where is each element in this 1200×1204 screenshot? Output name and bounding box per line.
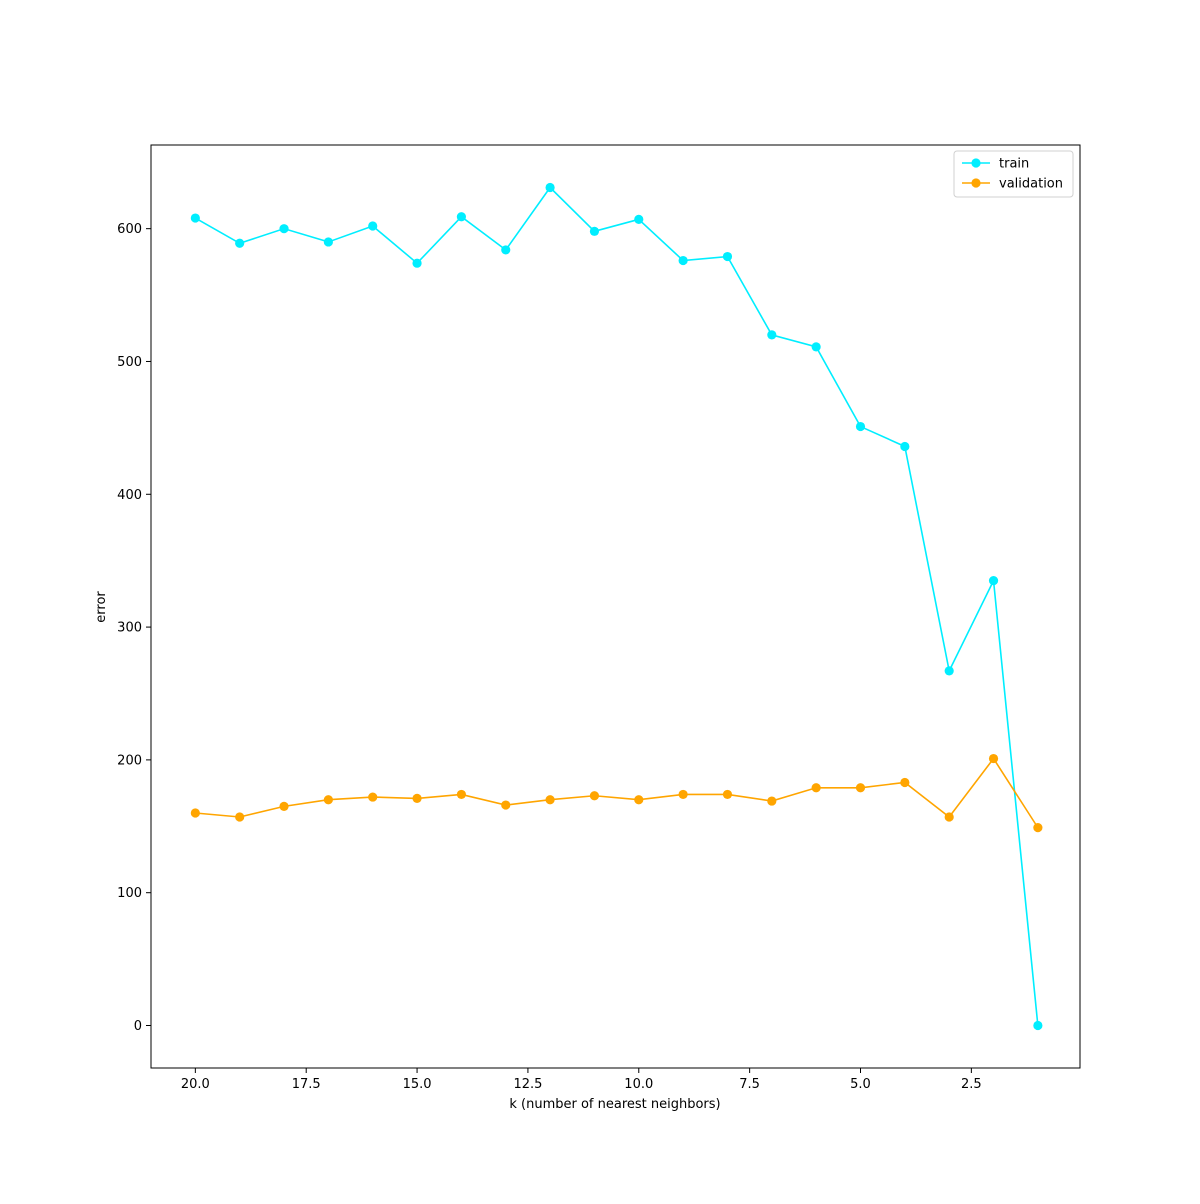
series-layer xyxy=(190,182,1043,1031)
data-point-validation xyxy=(767,796,777,806)
x-tick-label: 5.0 xyxy=(850,1077,871,1092)
data-point-train xyxy=(722,251,733,262)
legend-label: train xyxy=(999,157,1029,172)
data-point-validation xyxy=(368,792,378,802)
data-point-train xyxy=(988,576,999,586)
data-point-train xyxy=(190,213,200,223)
series-line-train xyxy=(194,186,1039,1026)
y-tick-label: 500 xyxy=(117,355,142,370)
x-tick-label: 17.5 xyxy=(292,1077,321,1092)
x-axis: 20.0 17.5 15.0 12.5 10.0 7.5 5.0 2.5 xyxy=(181,1068,982,1092)
data-point-train xyxy=(678,255,688,266)
data-point-validation xyxy=(501,800,511,810)
data-point-validation xyxy=(678,789,688,800)
data-point-validation xyxy=(1033,823,1043,833)
data-point-train xyxy=(811,342,821,352)
data-point-validation xyxy=(988,753,999,764)
data-point-train xyxy=(456,212,467,222)
plot-area xyxy=(150,144,1081,1069)
series-line-validation xyxy=(195,757,1039,829)
data-point-train xyxy=(323,237,333,247)
data-point-validation xyxy=(235,812,245,822)
y-axis-label: error xyxy=(94,591,109,623)
data-point-train xyxy=(900,441,910,452)
data-point-validation xyxy=(855,783,866,793)
data-point-train xyxy=(855,421,866,432)
data-point-validation xyxy=(900,777,910,788)
data-point-train xyxy=(767,330,777,340)
y-tick-label: 0 xyxy=(134,1019,142,1034)
y-tick-label: 400 xyxy=(117,488,142,503)
x-tick-label: 2.5 xyxy=(961,1077,982,1092)
data-point-validation xyxy=(412,793,422,804)
x-tick-label: 10.0 xyxy=(624,1077,653,1092)
x-tick-label: 15.0 xyxy=(403,1077,432,1092)
data-point-validation xyxy=(545,795,555,805)
data-point-train xyxy=(368,221,378,231)
legend: train validation xyxy=(953,150,1074,198)
x-tick-label: 12.5 xyxy=(513,1077,542,1092)
data-point-validation xyxy=(634,795,644,805)
data-point-train xyxy=(545,182,555,193)
y-axis: 0 100 200 300 400 500 600 xyxy=(117,222,151,1034)
data-point-train xyxy=(235,238,245,248)
data-point-train xyxy=(1033,1020,1043,1031)
data-point-validation xyxy=(722,789,733,800)
data-point-train xyxy=(501,245,511,255)
data-point-validation xyxy=(190,808,200,818)
x-tick-label: 7.5 xyxy=(739,1077,760,1092)
series-validation xyxy=(190,753,1043,833)
data-point-train xyxy=(412,258,422,268)
data-point-train xyxy=(634,214,644,224)
data-point-train xyxy=(944,666,954,676)
y-tick-label: 100 xyxy=(117,886,142,901)
plot-frame xyxy=(150,144,1081,1069)
data-point-train xyxy=(589,226,600,236)
legend-swatch-marker xyxy=(971,178,981,188)
legend-item-validation: validation xyxy=(962,177,1063,192)
y-tick-label: 600 xyxy=(117,222,142,237)
x-axis-label: k (number of nearest neighbors) xyxy=(509,1097,720,1112)
x-tick-label: 20.0 xyxy=(181,1077,210,1092)
data-point-validation xyxy=(456,789,467,800)
series-train xyxy=(190,182,1043,1031)
y-tick-label: 200 xyxy=(117,753,142,768)
data-point-validation xyxy=(944,812,954,822)
legend-label: validation xyxy=(999,177,1063,192)
y-tick-label: 300 xyxy=(117,621,142,636)
data-point-validation xyxy=(811,783,821,793)
legend-swatch-marker xyxy=(971,158,981,168)
data-point-validation xyxy=(589,791,600,801)
data-point-validation xyxy=(279,801,289,811)
data-point-train xyxy=(279,224,289,234)
data-point-validation xyxy=(323,795,333,805)
legend-item-train: train xyxy=(962,157,1029,172)
